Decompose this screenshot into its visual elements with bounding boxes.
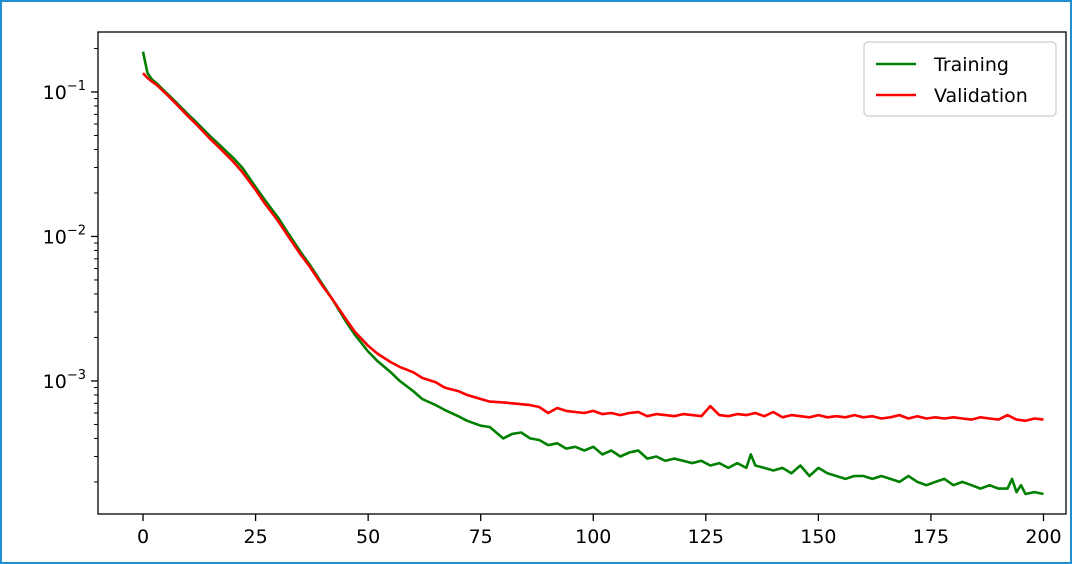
series-line-validation (142, 72, 1044, 423)
y-tick-label: 10−3 (43, 368, 86, 393)
x-tick-label: 100 (575, 526, 611, 548)
x-tick-label: 25 (243, 526, 267, 548)
series-line-training (141, 51, 1044, 496)
x-tick-label: 50 (356, 526, 380, 548)
legend-label-training: Training (933, 54, 1009, 76)
x-tick-label: 0 (137, 526, 149, 548)
y-tick-label: 10−2 (43, 223, 86, 248)
y-tick-label: 10−1 (43, 79, 86, 104)
legend-label-validation: Validation (934, 85, 1028, 107)
plot-area-frame (97, 31, 1067, 515)
x-tick-label: 175 (913, 526, 949, 548)
x-tick-label: 125 (688, 526, 724, 548)
x-tick-label: 200 (1025, 526, 1061, 548)
x-tick-label: 150 (800, 526, 836, 548)
legend-box (863, 41, 1057, 117)
x-tick-label: 75 (469, 526, 493, 548)
